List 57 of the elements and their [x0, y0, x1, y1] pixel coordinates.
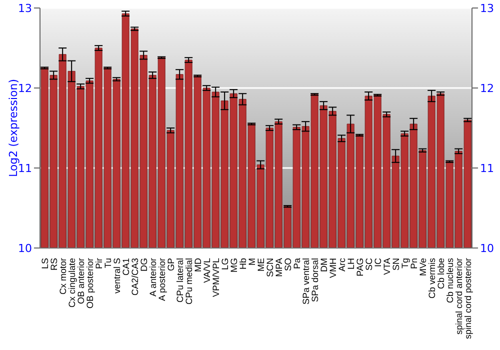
x-tick-label: LS: [40, 258, 50, 270]
y2-tick-label: 11: [480, 162, 494, 175]
x-tick-label: RS: [48, 258, 59, 271]
x-tick-label: Pn: [408, 258, 419, 270]
y-axis-title: Log2 (expression): [6, 78, 20, 178]
x-tick-label: SN: [390, 258, 401, 271]
x-tick-label: M: [246, 258, 257, 266]
x-tick-label: Cx cingulate: [66, 258, 77, 308]
x-tick-label: CPu medial: [184, 258, 194, 305]
x-tick-label: MVe: [418, 258, 428, 276]
x-tick-label: Arc: [336, 258, 347, 272]
x-tick-label: VA/VL: [202, 258, 212, 283]
x-tick-label: MPA: [274, 258, 284, 277]
x-tick-label: CA2/CA3: [130, 258, 140, 296]
x-tick-label: SPa ventral: [300, 258, 311, 305]
y2-tick-label: 10: [480, 242, 494, 255]
x-tick-label: DM: [318, 258, 329, 272]
x-tick-label: SPa dorsal: [310, 258, 320, 302]
x-tick-label: Pir: [94, 258, 104, 269]
x-tick-label: OB posterior: [84, 258, 95, 309]
y-tick-label: 10: [18, 242, 32, 255]
x-tick-label: VTA: [382, 258, 392, 275]
y-tick-label: 11: [18, 162, 32, 175]
x-tick-label: PAG: [354, 258, 365, 276]
x-tick-label: MG: [228, 258, 239, 272]
y-tick-label: 12: [18, 82, 32, 95]
x-tick-label: ME: [256, 258, 266, 272]
x-tick-label: SC: [364, 258, 374, 271]
x-tick-label: ventral S: [112, 258, 122, 294]
x-tick-label: A anterior: [148, 258, 158, 297]
x-tick-label: DG: [138, 258, 149, 272]
y2-tick-label: 12: [480, 82, 494, 95]
x-tick-label: VPM/VPL: [210, 258, 221, 298]
x-tick-label: GP: [166, 258, 176, 272]
x-tick-label: spinal cord anterior: [454, 258, 464, 335]
y-tick-label: 13: [18, 2, 32, 15]
x-tick-label: Hb: [238, 258, 248, 270]
x-tick-label: OB anterior: [76, 258, 86, 304]
x-tick-label: Pa: [292, 258, 302, 270]
x-tick-label: CA1: [120, 258, 131, 276]
x-tick-label: spinal cord posterior: [462, 258, 473, 340]
x-tick-label: Cb nucleus: [444, 258, 455, 304]
x-tick-label: Cb lobe: [436, 258, 446, 290]
x-tick-label: Tg: [400, 258, 410, 269]
x-tick-label: SCN: [264, 258, 275, 278]
x-tick-label: SO: [282, 258, 293, 272]
x-tick-label: Tu: [102, 258, 113, 268]
x-tick-label: A posterior: [156, 258, 167, 302]
x-tick-label: Cx motor: [58, 258, 68, 295]
x-tick-label: CPu lateral: [174, 258, 185, 303]
x-tick-label: Cb vermis: [426, 258, 437, 299]
x-tick-label: LG: [220, 258, 230, 270]
x-tick-label: MD: [192, 258, 203, 272]
x-tick-label: IC: [372, 258, 383, 267]
y2-tick-label: 13: [480, 2, 494, 15]
x-tick-label: VMH: [328, 258, 338, 278]
x-tick-label: LH: [346, 258, 356, 270]
